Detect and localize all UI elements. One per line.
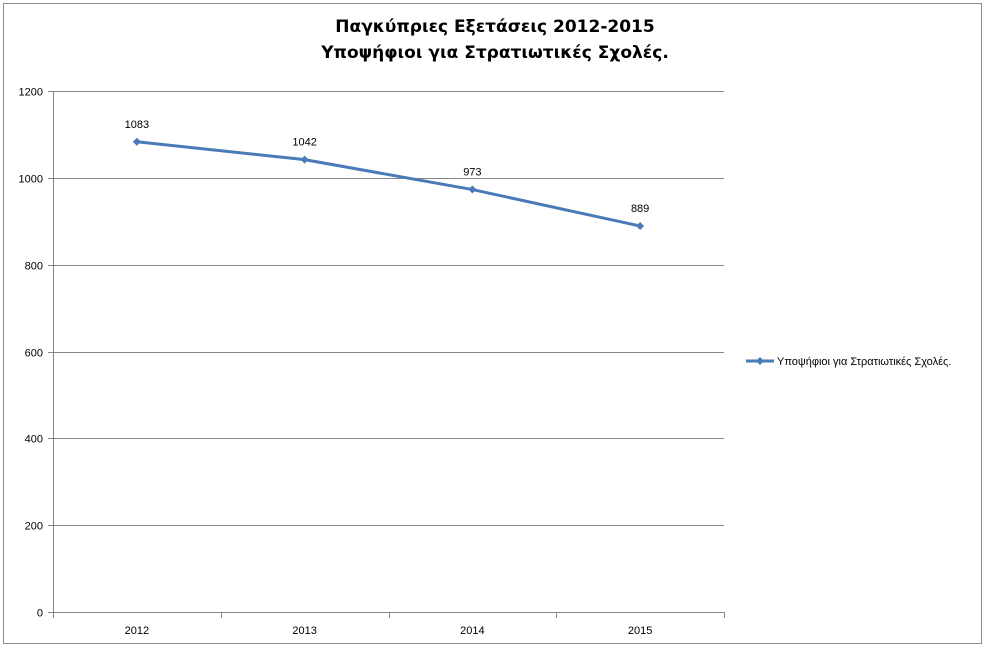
x-tick-label-2012: 2012	[125, 625, 149, 637]
data-point-2015	[636, 222, 645, 231]
data-label-2013: 1042	[292, 137, 316, 149]
axes	[48, 91, 725, 618]
y-axis-tick-labels: 0 200 400 600 800 1000 1200	[19, 87, 43, 620]
y-tick-label-1200: 1200	[19, 87, 43, 99]
legend-label-0: Υποψήφιοι για Στρατιωτικές Σχολές.	[777, 356, 951, 368]
legend-marker-0	[756, 357, 764, 365]
x-tick-label-2014: 2014	[460, 625, 484, 637]
chart-title-line-1: Παγκύπριες Εξετάσεις 2012-2015	[335, 17, 655, 37]
data-label-2012: 1083	[125, 119, 149, 131]
data-label-2015: 889	[631, 203, 649, 215]
x-tick-label-2015: 2015	[628, 625, 652, 637]
y-tick-label-400: 400	[25, 434, 43, 446]
chart-title-line-2: Υποψήφιοι για Στρατιωτικές Σχολές.	[321, 43, 669, 63]
data-point-2013	[300, 155, 309, 164]
y-tick-label-200: 200	[25, 521, 43, 533]
series-line-0	[136, 140, 641, 228]
chart-frame	[3, 3, 982, 644]
y-tick-label-0: 0	[37, 608, 43, 620]
x-tick-label-2013: 2013	[292, 625, 316, 637]
data-label-2014: 973	[463, 167, 481, 179]
data-labels: 1083 1042 973 889	[125, 119, 650, 215]
series-layer	[132, 137, 645, 231]
data-point-2012	[132, 137, 141, 146]
y-tick-label-600: 600	[25, 348, 43, 360]
chart-title: Παγκύπριες Εξετάσεις 2012-2015 Υποψήφιοι…	[195, 14, 795, 66]
y-tick-label-1000: 1000	[19, 174, 43, 186]
x-axis-tick-labels: 2012 2013 2014 2015	[125, 625, 653, 637]
data-point-2014	[468, 185, 477, 194]
legend: Υποψήφιοι για Στρατιωτικές Σχολές.	[746, 356, 951, 368]
y-tick-label-800: 800	[25, 261, 43, 273]
gridlines	[53, 91, 724, 526]
